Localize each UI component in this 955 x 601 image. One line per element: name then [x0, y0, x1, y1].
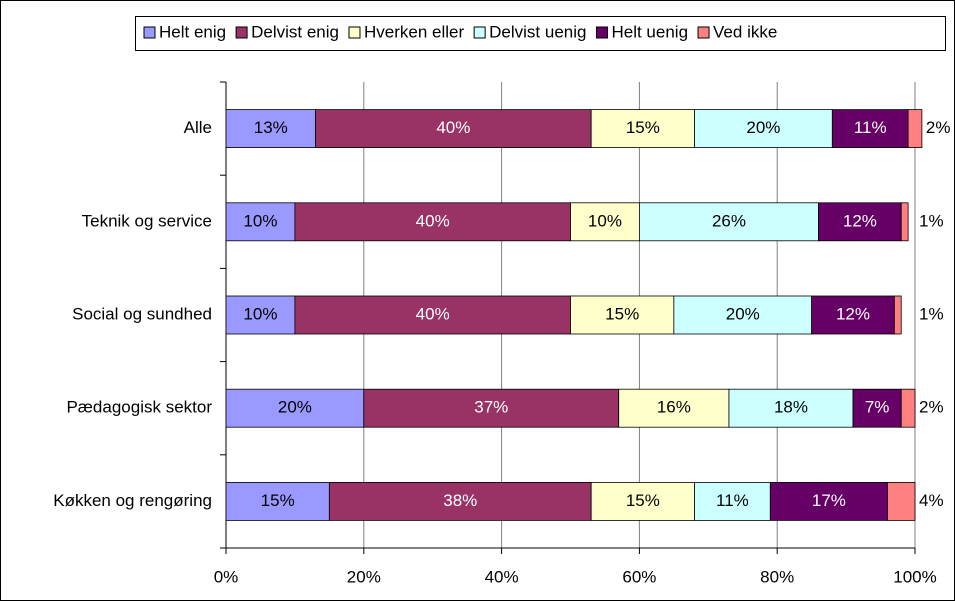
data-label: 15%	[261, 491, 295, 510]
data-label: 37%	[474, 398, 508, 417]
bar-segment	[225, 109, 316, 148]
bar-segment	[639, 202, 819, 242]
bar-segment	[225, 481, 330, 521]
bar-segment	[225, 388, 365, 428]
x-tick-label: 40%	[485, 567, 519, 586]
bar-segment	[315, 109, 592, 148]
bar-segment	[328, 481, 592, 521]
data-label: 40%	[436, 118, 470, 137]
x-tick-label: 80%	[760, 567, 794, 586]
data-label: 1%	[919, 304, 944, 323]
data-label: 10%	[243, 304, 277, 323]
data-label: 38%	[443, 491, 477, 510]
bar-segment	[618, 388, 730, 428]
data-label: 26%	[712, 211, 746, 230]
bar-segment	[900, 202, 909, 242]
bar-segment	[907, 109, 923, 148]
legend-swatch	[473, 26, 486, 39]
data-label: 20%	[726, 304, 760, 323]
legend-swatch	[235, 26, 248, 39]
data-label: 11%	[854, 118, 887, 137]
legend-label: Helt enig	[159, 22, 226, 41]
data-label: 10%	[243, 211, 277, 230]
bar-segment	[900, 388, 916, 428]
legend-box	[135, 16, 946, 51]
x-tick-label: 0%	[214, 567, 239, 586]
data-label: 15%	[626, 491, 660, 510]
data-label: 12%	[836, 304, 870, 323]
legend-label: Helt uenig	[611, 22, 688, 41]
legend-swatch	[697, 26, 710, 39]
data-label: 7%	[865, 398, 890, 417]
x-tick-label: 100%	[893, 567, 936, 586]
bar-segment	[831, 109, 909, 148]
bar-segment	[694, 481, 771, 521]
data-label: 4%	[919, 491, 944, 510]
bar-segment	[887, 481, 916, 521]
data-label: 40%	[416, 304, 450, 323]
legend-swatch	[143, 26, 156, 39]
bar-segment	[570, 202, 640, 242]
legend-swatch	[595, 26, 608, 39]
bar-segment	[570, 295, 675, 335]
legend-label: Delvist enig	[251, 22, 339, 41]
data-label: 18%	[774, 398, 808, 417]
y-tick-label: Alle	[184, 118, 212, 137]
data-label: 1%	[919, 211, 944, 230]
data-label: 17%	[812, 491, 846, 510]
data-label: 15%	[626, 118, 660, 137]
bar-segment	[852, 388, 902, 428]
bar-segment	[694, 109, 833, 148]
y-tick-label: Køkken og rengøring	[53, 491, 212, 510]
bar-segment	[590, 109, 695, 148]
data-label: 13%	[254, 118, 288, 137]
data-label: 20%	[746, 118, 780, 137]
bar-segment	[893, 295, 902, 335]
data-label: 12%	[843, 211, 877, 230]
data-label: 11%	[716, 491, 749, 510]
bar-segment	[590, 481, 695, 521]
y-tick-label: Social og sundhed	[72, 304, 212, 323]
data-label: 15%	[605, 304, 639, 323]
data-label: 16%	[657, 398, 691, 417]
bar-segment	[673, 295, 813, 335]
legend-label: Hverken eller	[364, 22, 464, 41]
bar-segment	[225, 202, 296, 242]
y-tick-label: Pædagogisk sektor	[66, 398, 212, 417]
x-tick-label: 60%	[622, 567, 656, 586]
legend-swatch	[348, 26, 361, 39]
data-label: 10%	[588, 211, 622, 230]
bar-segment	[811, 295, 895, 335]
y-tick-label: Teknik og service	[82, 211, 212, 230]
data-label: 40%	[416, 211, 450, 230]
data-label: 2%	[919, 398, 944, 417]
legend-label: Ved ikke	[713, 22, 777, 41]
bar-segment	[225, 295, 296, 335]
bar-segment	[294, 295, 571, 335]
data-label: 2%	[926, 118, 951, 137]
bar-segment	[818, 202, 902, 242]
legend-label: Delvist uenig	[489, 22, 586, 41]
bar-segment	[769, 481, 888, 521]
x-tick-label: 20%	[347, 567, 381, 586]
data-label: 20%	[278, 398, 312, 417]
bar-segment	[294, 202, 571, 242]
bar-segment	[728, 388, 854, 428]
